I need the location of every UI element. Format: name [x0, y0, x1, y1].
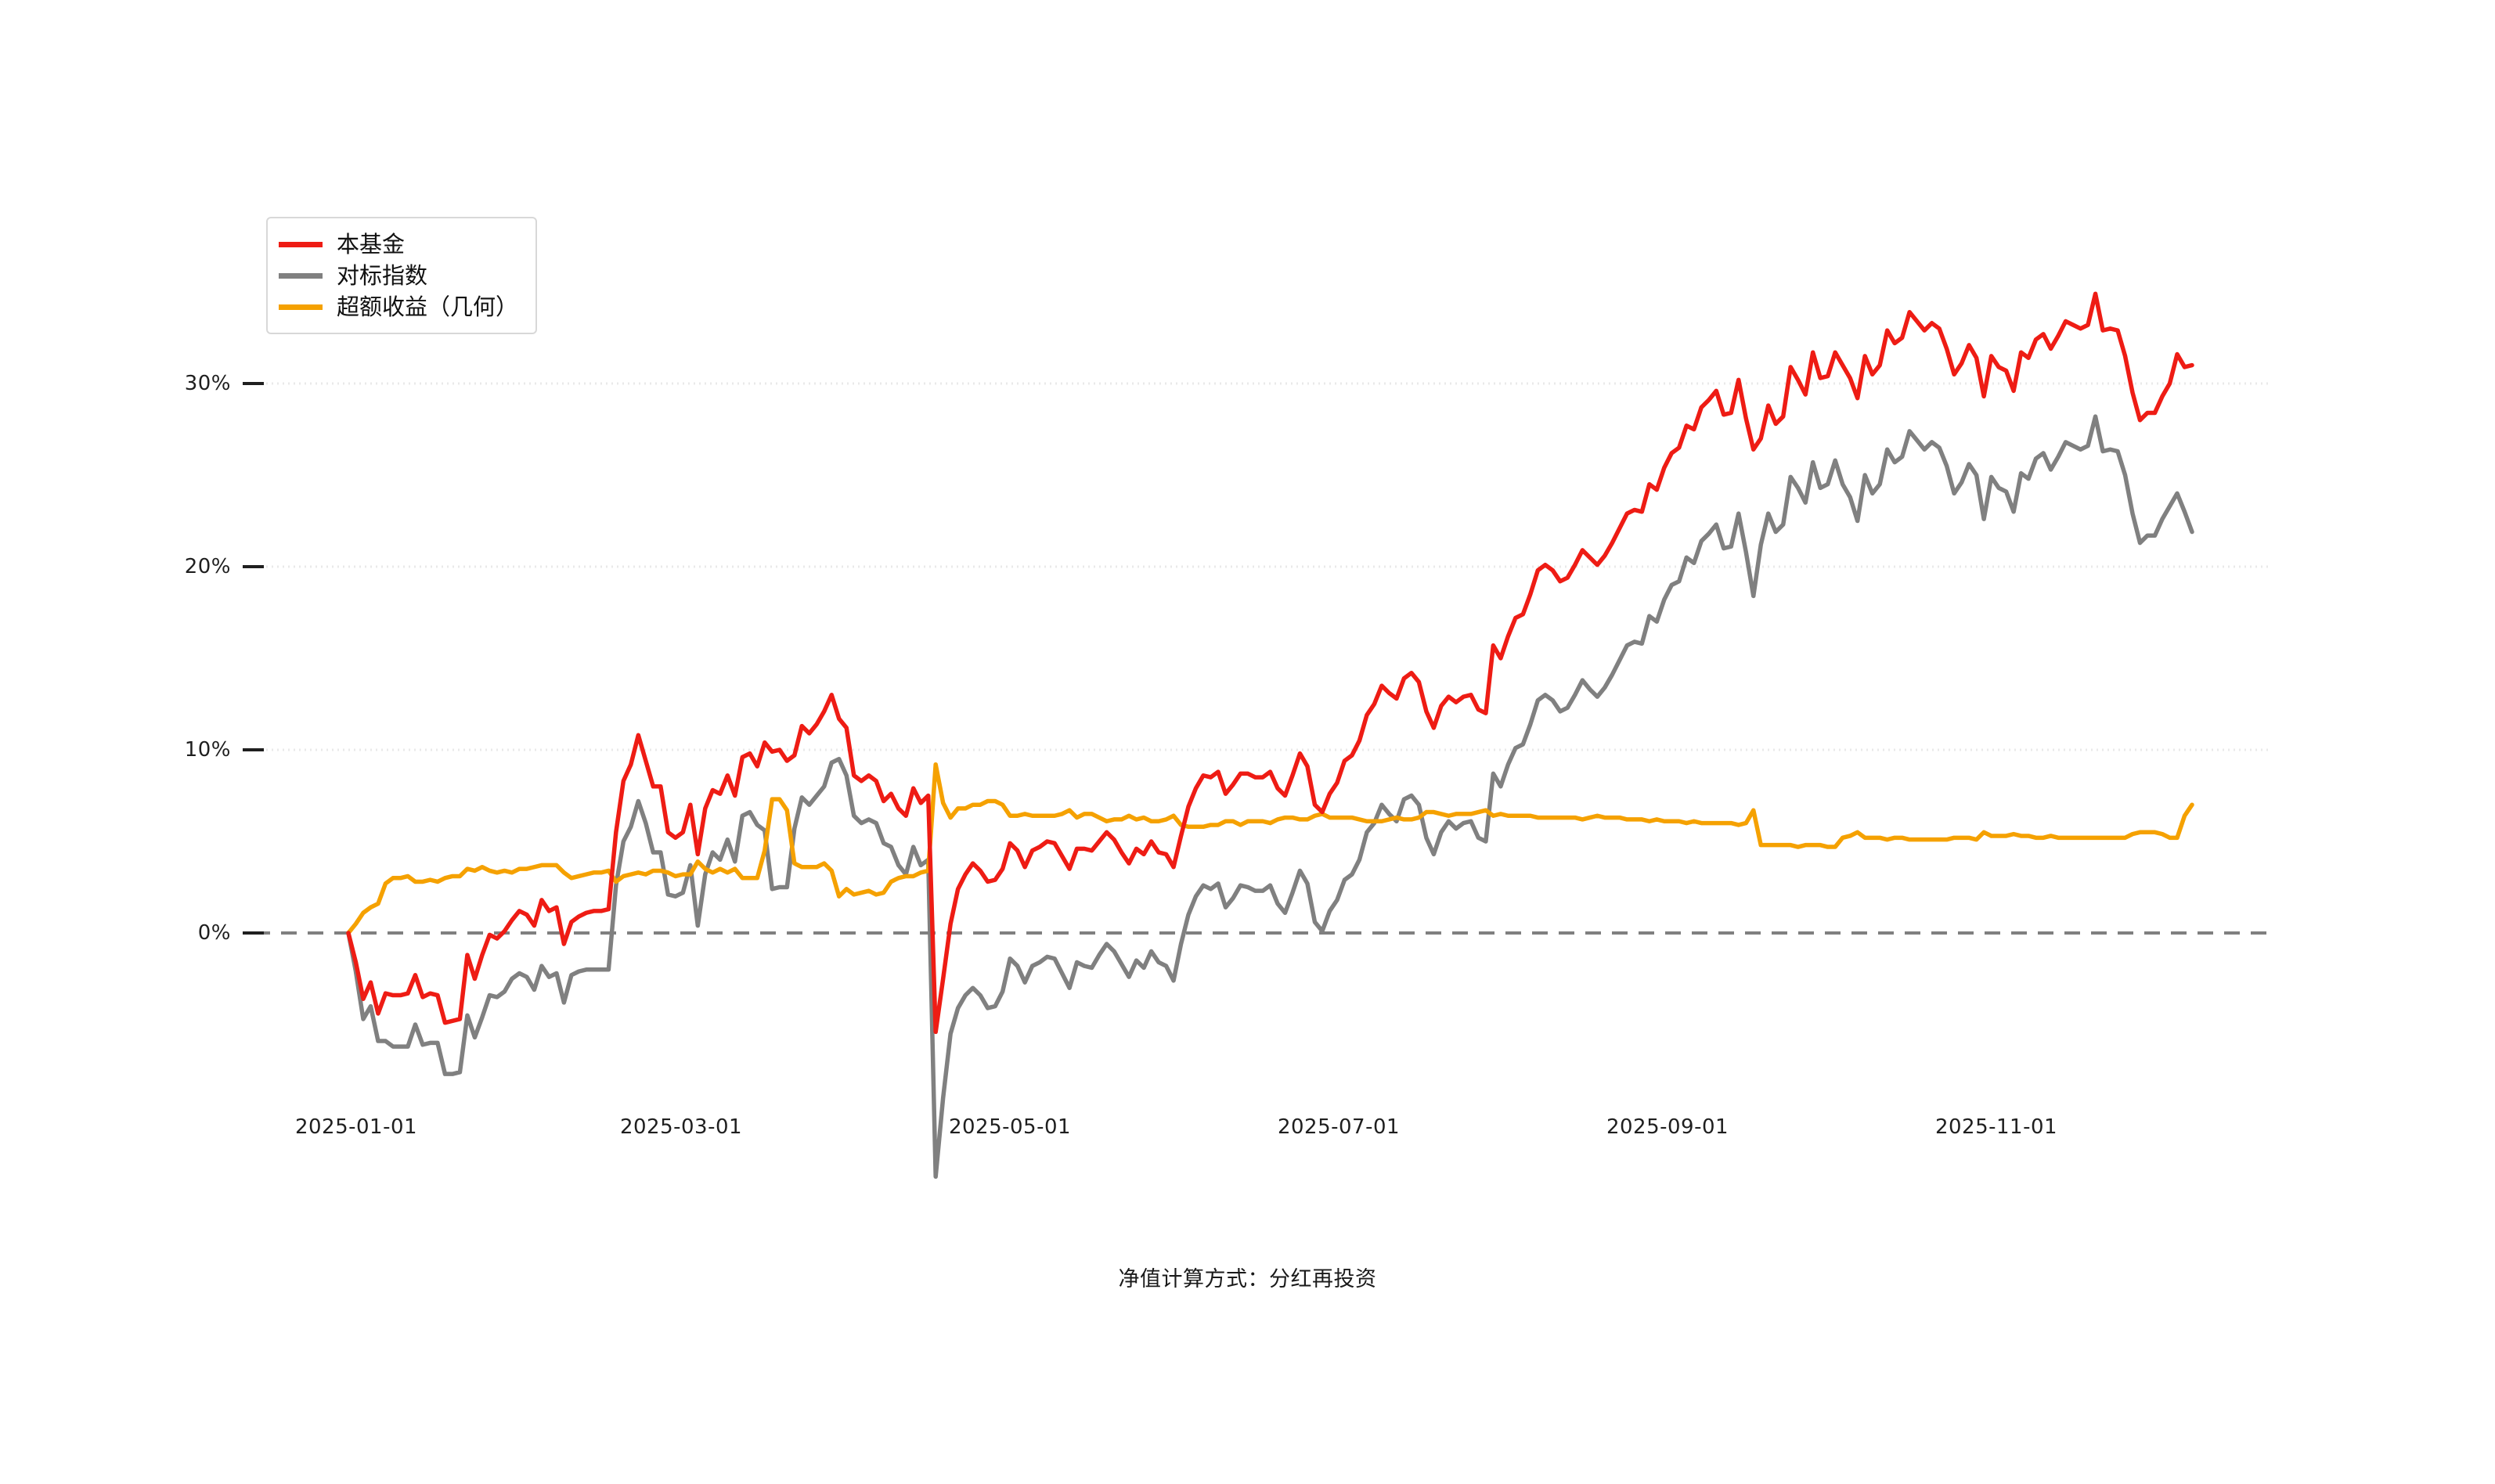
- legend-color-swatch: [279, 304, 323, 310]
- x-tick-label: 2025-11-01: [1934, 1115, 2058, 1139]
- y-tick-mark-group: [243, 382, 264, 935]
- y-tick-label: 30%: [184, 372, 231, 395]
- legend-item-0[interactable]: 本基金: [279, 229, 518, 260]
- y-tick-label: 20%: [184, 555, 231, 578]
- y-tick-label: 10%: [184, 738, 231, 762]
- legend-color-swatch: [279, 241, 323, 247]
- gridline-group: [266, 382, 2270, 751]
- x-tick-label: 2025-01-01: [294, 1115, 418, 1139]
- y-tick-label: 0%: [197, 921, 231, 945]
- series-group: [346, 291, 2194, 1179]
- chart-legend[interactable]: 本基金对标指数超额收益（几何）: [266, 217, 538, 334]
- x-tick-label: 2025-03-01: [619, 1115, 743, 1139]
- legend-item-label: 本基金: [337, 230, 406, 258]
- legend-item-label: 超额收益（几何）: [337, 293, 519, 320]
- legend-color-swatch: [279, 272, 323, 279]
- series-line-fund: [346, 291, 2194, 1035]
- chart-caption: 净值计算方式：分红再投资: [1118, 1267, 1377, 1291]
- legend-item-label: 对标指数: [337, 261, 428, 289]
- legend-item-1[interactable]: 对标指数: [279, 260, 518, 291]
- x-tick-label: 2025-09-01: [1606, 1115, 1729, 1139]
- x-tick-label: 2025-05-01: [948, 1115, 1072, 1139]
- series-line-excess: [346, 762, 2194, 935]
- legend-item-2[interactable]: 超额收益（几何）: [279, 291, 518, 322]
- series-line-benchmark: [346, 414, 2194, 1179]
- x-tick-label: 2025-07-01: [1277, 1115, 1401, 1139]
